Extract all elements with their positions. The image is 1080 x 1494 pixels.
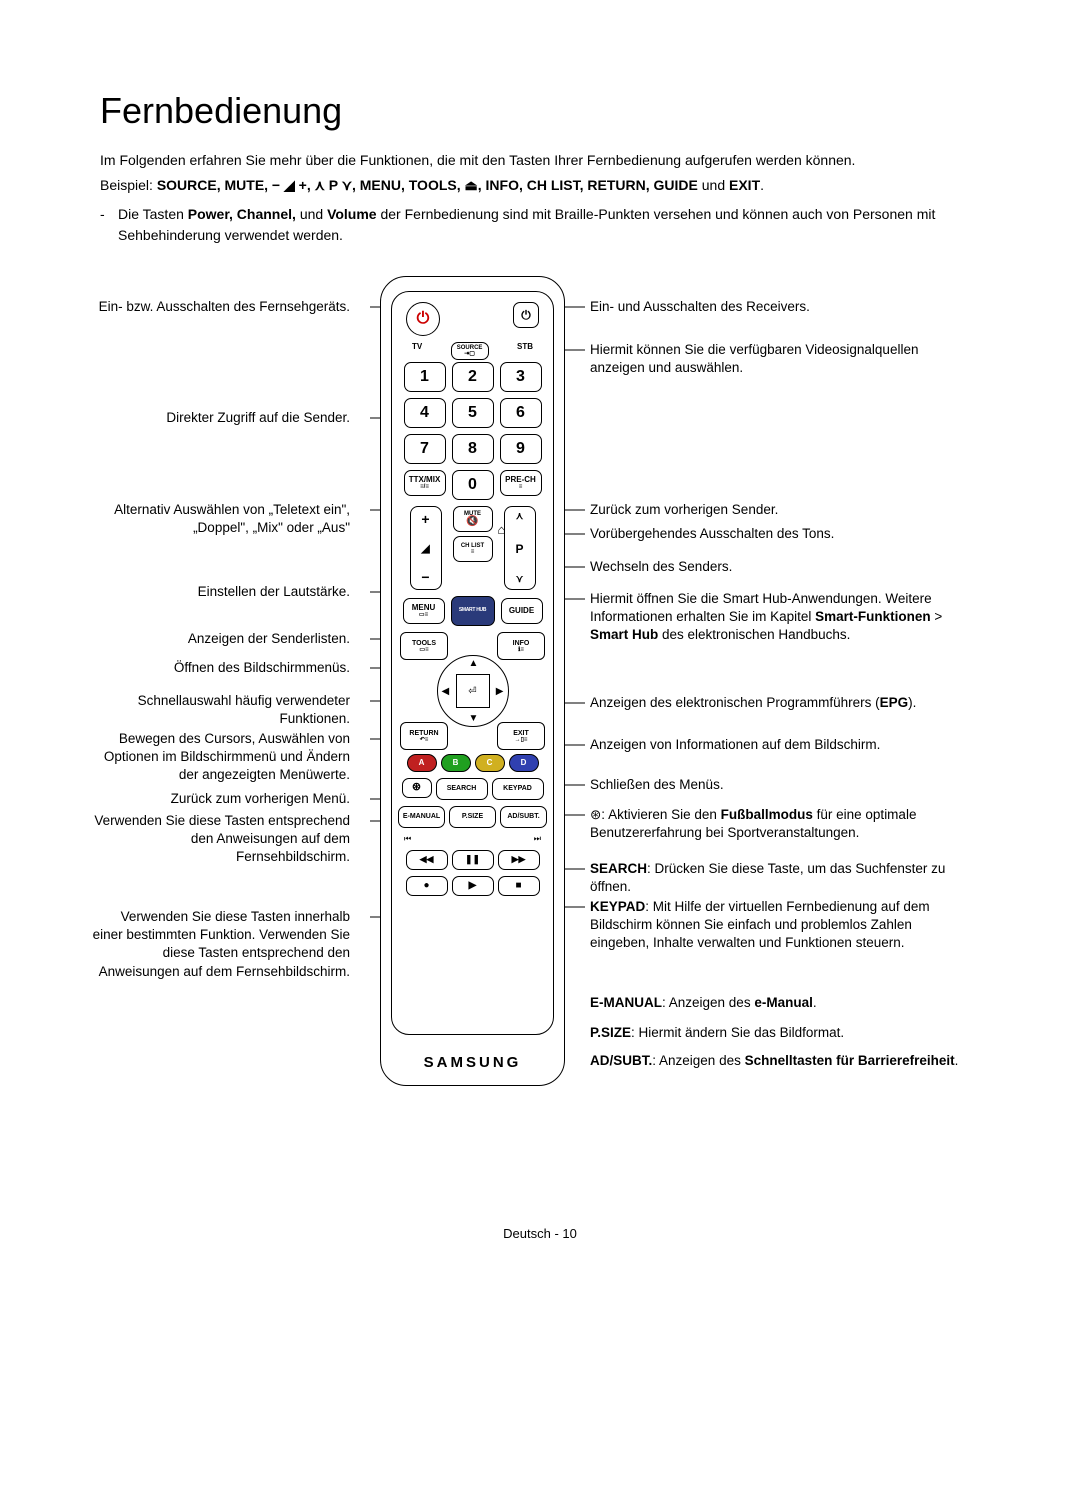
prech-button[interactable]: PRE-CH≡ — [500, 470, 542, 496]
dpad: TOOLS▭≡ INFOℹ≡ RETURN↶≡ EXIT→▯≡ ▲ ▼ ◀ ▶ … — [398, 632, 547, 750]
tv-label: TV — [412, 342, 422, 360]
volume-rocker[interactable]: + ◢ − — [410, 506, 442, 590]
page-title: Fernbedienung — [100, 90, 980, 132]
mute-icon: 🔇 — [466, 517, 478, 528]
num-4[interactable]: 4 — [404, 398, 446, 428]
right-callout-4: Wechseln des Senders. — [590, 558, 970, 576]
right-callout-5: Hiermit öffnen Sie die Smart Hub-Anwendu… — [590, 590, 970, 645]
right-callout-11: KEYPAD: Mit Hilfe der virtuellen Fernbed… — [590, 898, 970, 953]
dpad-right[interactable]: ▶ — [496, 686, 504, 697]
power-stb-button[interactable]: ⏻ — [513, 302, 539, 328]
return-button[interactable]: RETURN↶≡ — [400, 722, 448, 750]
left-callout-6: Schnellauswahl häufig verwendeter Funkti… — [90, 692, 350, 728]
right-callout-13: P.SIZE: Hiermit ändern Sie das Bildforma… — [590, 1024, 970, 1042]
num-0[interactable]: 0 — [452, 470, 494, 500]
info-button[interactable]: INFOℹ≡ — [497, 632, 545, 660]
smarthub-button[interactable]: SMART HUB — [451, 596, 495, 626]
power-tv-button[interactable]: ⏻ — [406, 302, 440, 336]
stb-label: STB — [517, 342, 533, 360]
intro-line-1: Im Folgenden erfahren Sie mehr über die … — [100, 150, 980, 171]
left-callout-7: Bewegen des Cursors, Auswählen von Optio… — [90, 730, 350, 785]
house-icon: ⌂ — [497, 522, 505, 537]
right-callout-2: Zurück zum vorherigen Sender. — [590, 501, 970, 519]
tools-button[interactable]: TOOLS▭≡ — [400, 632, 448, 660]
num-8[interactable]: 8 — [452, 434, 494, 464]
intro-last: EXIT — [729, 177, 760, 193]
intro-prefix: Beispiel: — [100, 177, 157, 193]
note-dash: - — [100, 204, 118, 246]
dpad-down[interactable]: ▼ — [469, 713, 479, 724]
right-callout-0: Ein- und Ausschalten des Receivers. — [590, 298, 970, 316]
num-1[interactable]: 1 — [404, 362, 446, 392]
right-callout-7: Anzeigen von Informationen auf dem Bilds… — [590, 736, 970, 754]
left-callout-4: Anzeigen der Senderlisten. — [90, 630, 350, 648]
adsubt-button[interactable]: AD/SUBT. — [500, 806, 547, 828]
emanual-button[interactable]: E-MANUAL — [398, 806, 445, 828]
remote-diagram: ⏻ ⏻ TV SOURCE ⇥▢ STB 123 456 789 TTX/MIX… — [100, 276, 980, 1176]
prev-icon: ⏮ — [404, 834, 411, 844]
left-callout-2: Alternativ Auswählen von „Teletext ein",… — [90, 501, 350, 537]
left-callout-3: Einstellen der Lautstärke. — [90, 583, 350, 601]
num-6[interactable]: 6 — [500, 398, 542, 428]
next-icon: ⏭ — [534, 834, 541, 844]
exit-button[interactable]: EXIT→▯≡ — [497, 722, 545, 750]
right-callout-12: E-MANUAL: Anzeigen des e-Manual. — [590, 994, 970, 1012]
braille-note: - Die Tasten Power, Channel, und Volume … — [100, 204, 980, 246]
guide-button[interactable]: GUIDE — [501, 598, 543, 624]
brand-label: SAMSUNG — [381, 1054, 564, 1071]
color-c-button[interactable]: C — [475, 754, 505, 772]
left-callout-1: Direkter Zugriff auf die Sender. — [90, 409, 350, 427]
left-callout-9: Verwenden Sie diese Tasten entsprechend … — [90, 812, 350, 867]
keypad-button[interactable]: KEYPAD — [492, 778, 544, 800]
soccer-button[interactable]: ⊛ — [402, 778, 432, 798]
volume-icon: ◢ — [421, 542, 429, 555]
right-callout-14: AD/SUBT.: Anzeigen des Schnelltasten für… — [590, 1052, 970, 1070]
intro-keys: SOURCE, MUTE, − ◢ +, ⋏ P ⋎, MENU, TOOLS,… — [157, 177, 698, 193]
right-callout-10: SEARCH: Drücken Sie diese Taste, um das … — [590, 860, 970, 896]
note-text: Die Tasten Power, Channel, und Volume de… — [118, 204, 980, 246]
right-callout-6: Anzeigen des elektronischen Programmführ… — [590, 694, 970, 712]
num-3[interactable]: 3 — [500, 362, 542, 392]
num-9[interactable]: 9 — [500, 434, 542, 464]
psize-button[interactable]: P.SIZE — [449, 806, 496, 828]
pause-button[interactable]: ❚❚ — [452, 850, 494, 870]
right-callout-9: ⊛: Aktivieren Sie den Fußballmodus für e… — [590, 806, 970, 842]
enter-button[interactable]: ⏎ — [456, 674, 490, 708]
color-d-button[interactable]: D — [509, 754, 539, 772]
left-callout-10: Verwenden Sie diese Tasten innerhalb ein… — [90, 908, 350, 981]
remote-inner: ⏻ ⏻ TV SOURCE ⇥▢ STB 123 456 789 TTX/MIX… — [391, 291, 554, 1035]
num-7[interactable]: 7 — [404, 434, 446, 464]
remote-outline: ⏻ ⏻ TV SOURCE ⇥▢ STB 123 456 789 TTX/MIX… — [380, 276, 565, 1086]
dpad-up[interactable]: ▲ — [469, 658, 479, 669]
source-button[interactable]: SOURCE ⇥▢ — [451, 342, 489, 360]
right-callout-1: Hiermit können Sie die verfügbaren Video… — [590, 341, 970, 377]
play-button[interactable]: ▶ — [452, 876, 494, 896]
search-button[interactable]: SEARCH — [436, 778, 488, 800]
page-footer: Deutsch - 10 — [100, 1226, 980, 1241]
channel-rocker[interactable]: ⋏ ⌂ P ⋎ — [504, 506, 536, 590]
intro-suffix: und — [702, 177, 729, 193]
right-callout-8: Schließen des Menüs. — [590, 776, 970, 794]
left-callout-8: Zurück zum vorherigen Menü. — [90, 790, 350, 808]
dpad-left[interactable]: ◀ — [442, 686, 450, 697]
rewind-button[interactable]: ◀◀ — [406, 850, 448, 870]
stop-button[interactable]: ■ — [498, 876, 540, 896]
dpad-ring[interactable]: ▲ ▼ ◀ ▶ ⏎ — [437, 655, 509, 727]
chlist-button[interactable]: CH LIST ≡ — [453, 536, 493, 562]
right-callout-3: Vorübergehendes Ausschalten des Tons. — [590, 525, 970, 543]
menu-button[interactable]: MENU▭≡ — [403, 598, 445, 624]
mute-button[interactable]: MUTE 🔇 — [453, 506, 493, 532]
ttxmix-button[interactable]: TTX/MIX≡/≡ — [404, 470, 446, 496]
num-5[interactable]: 5 — [452, 398, 494, 428]
color-b-button[interactable]: B — [441, 754, 471, 772]
color-a-button[interactable]: A — [407, 754, 437, 772]
num-2[interactable]: 2 — [452, 362, 494, 392]
record-button[interactable]: ● — [406, 876, 448, 896]
intro-line-2: Beispiel: SOURCE, MUTE, − ◢ +, ⋏ P ⋎, ME… — [100, 175, 980, 196]
left-callout-5: Öffnen des Bildschirmmenüs. — [90, 659, 350, 677]
left-callout-0: Ein- bzw. Ausschalten des Fernsehgeräts. — [90, 298, 350, 316]
ff-button[interactable]: ▶▶ — [498, 850, 540, 870]
